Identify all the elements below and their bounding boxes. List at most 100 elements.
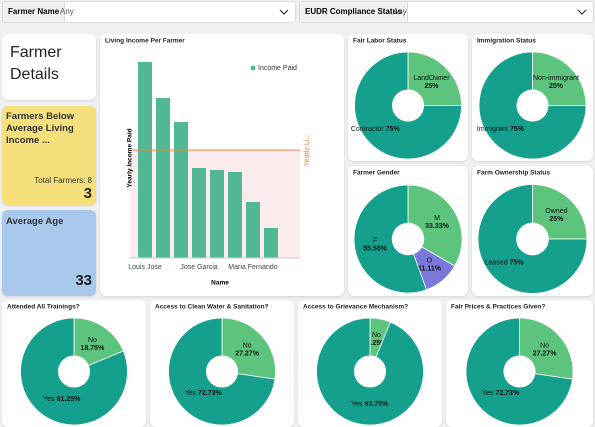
- slice-value: 27.27%: [235, 351, 260, 358]
- pie-slice: [73, 317, 124, 373]
- slice-label: Non-immigrant: [533, 75, 579, 82]
- slice-label: Yes: [351, 401, 363, 408]
- bar: [156, 98, 170, 258]
- donut-hole: [57, 355, 91, 388]
- slice-value: 72.73%: [495, 390, 520, 397]
- donut-hole: [391, 89, 425, 122]
- kpi-card: Farmers Below Average Living Income ... …: [2, 106, 96, 205]
- slice-value: 75%: [510, 126, 525, 133]
- chart-title: Farm Ownership Status: [477, 170, 550, 177]
- donut-hole: [353, 355, 387, 388]
- slice-value: 72.73%: [198, 390, 223, 397]
- card-title: Average Age: [6, 216, 64, 227]
- chart-card: Access to Grievance Mechanism? No 6.25% Yes…: [298, 300, 442, 427]
- chart-card: Immigration Status Non-immigrant 25% Immigr…: [472, 34, 593, 161]
- slice-value: 75%: [510, 260, 525, 267]
- chart-title: Access to Grievance Mechanism?: [303, 304, 408, 311]
- pie-slice: [532, 51, 587, 106]
- slice-value: 27.27%: [533, 351, 558, 358]
- slice-value: 33.33%: [425, 223, 450, 230]
- chart-title: Fair Prices & Practices Given?: [451, 304, 545, 311]
- filter-value: Any: [60, 7, 74, 16]
- card-title: Farmers Below Average Living Income ...: [6, 111, 75, 146]
- filter-label: Farmer Name: [3, 2, 66, 22]
- slice-label: O: [427, 257, 433, 264]
- slice-label: Yes: [185, 390, 197, 397]
- donut-hole: [503, 355, 536, 388]
- chevron: [279, 9, 289, 15]
- slice-value: 25%: [549, 83, 564, 90]
- chart-title: Access to Clean Water & Sanitation?: [155, 304, 269, 311]
- x-tick-label: Jose Garcia: [180, 264, 217, 271]
- chart-title: Attended All Trainings?: [7, 304, 80, 311]
- chart-card: Access to Clean Water & Sanitation? No 27.…: [150, 300, 294, 427]
- slice-value: 93.75%: [365, 401, 390, 408]
- x-tick-label: Louis Jose: [128, 264, 162, 271]
- slice-value: 81.25%: [57, 396, 82, 403]
- filter-label: EUDR Compliance Status: [300, 2, 408, 22]
- bar: [264, 228, 278, 258]
- chart-title: Immigration Status: [477, 38, 536, 45]
- bar: [192, 168, 206, 258]
- pie-slice: [353, 184, 427, 294]
- chart-card: Fair Labor Status LandOwner 25% Contractor 7…: [348, 34, 468, 161]
- slice-value: 25%: [424, 83, 439, 90]
- slice-label: No: [372, 332, 381, 339]
- slice-label: F: [373, 238, 377, 245]
- slice-label: LandOwner: [413, 75, 450, 82]
- chart-card: Farm Ownership Status Owned 25% Leased 75%: [472, 166, 593, 296]
- bar: [210, 170, 224, 258]
- legend-label: Income Paid: [258, 65, 297, 72]
- chart-title: Farmer Gender: [353, 170, 400, 177]
- slice-label: Contractor: [351, 126, 384, 133]
- slice-label: Leased: [485, 260, 508, 267]
- y-axis-title: Yearly Income Paid: [127, 128, 134, 187]
- donut-hole: [516, 222, 549, 256]
- card-value: 3: [83, 185, 92, 202]
- kpi-card: Average Age 33: [2, 210, 96, 296]
- slice-label: No: [88, 337, 97, 344]
- donut-hole: [516, 89, 549, 122]
- chart: Living Income Per Farmer Yearly Li... Loui…: [105, 38, 311, 287]
- donut-hole: [205, 355, 239, 388]
- reference-label: Yearly Li...: [304, 134, 311, 166]
- slice-label: Owned: [545, 208, 567, 215]
- card-value: 33: [75, 272, 92, 289]
- slice-label: M: [434, 215, 440, 222]
- bar: [138, 62, 152, 258]
- filter-value: Any: [393, 7, 407, 16]
- card-title: Farmer Details: [10, 44, 62, 83]
- slice-value: 55.56%: [363, 246, 388, 253]
- chart: Access to Clean Water & Sanitation? No27.…: [155, 304, 276, 426]
- slice-label: No: [243, 343, 252, 350]
- filter[interactable]: EUDR Compliance Status Any: [299, 1, 594, 23]
- filter[interactable]: Farmer Name Any: [2, 1, 296, 23]
- bar: [246, 202, 260, 258]
- chart-card: Attended All Trainings? No 18.75% Yes 81.25%: [2, 300, 146, 427]
- details-card: Farmer Details: [2, 34, 96, 100]
- chart-title: Fair Labor Status: [353, 38, 407, 45]
- chevron: [577, 9, 587, 15]
- bar: [174, 122, 188, 258]
- slice-value: 75%: [386, 126, 401, 133]
- slice-label: Yes: [482, 390, 494, 397]
- pie-slice: [532, 184, 588, 240]
- legend-marker: [250, 65, 256, 71]
- donut-hole: [391, 222, 425, 256]
- chart-card: Fair Prices & Practices Given? No 27.27% Ye…: [446, 300, 593, 427]
- slice-label: Yes: [43, 396, 55, 403]
- chart-card: Living Income Per Farmer Yearly Li... Loui…: [100, 34, 344, 296]
- slice-label: Immigrant: [477, 126, 508, 133]
- chart: Access to Grievance Mechanism? No6.25% Yes…: [303, 304, 424, 426]
- chart: Farmer Gender M33.33% O11.11% F55.56%: [353, 170, 463, 294]
- slice-value: 18.75%: [81, 345, 106, 352]
- chart-card: Farmer Gender M 33.33% O 11.11% F 55.56%: [348, 166, 468, 296]
- slice-value: 11.11%: [418, 265, 442, 272]
- x-tick-label: Maria Fernando: [228, 264, 278, 271]
